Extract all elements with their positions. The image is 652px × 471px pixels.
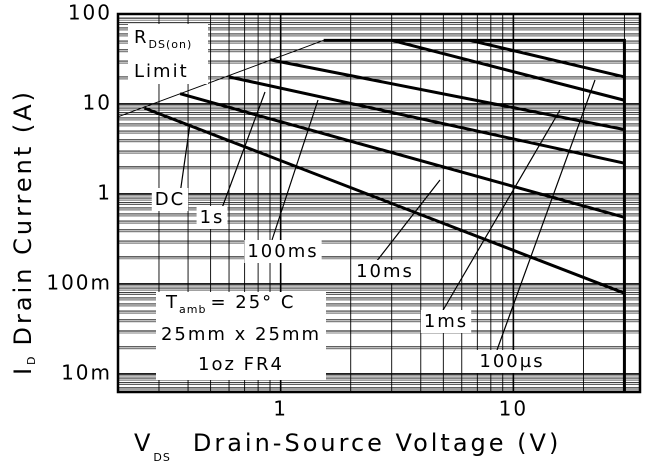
annotation-bg: [244, 240, 322, 263]
annotation: 1ms: [424, 311, 468, 332]
annotation: 100ms: [247, 241, 318, 262]
rds-label: RDS(on): [134, 27, 192, 51]
rds-subscript: DS(on): [149, 38, 193, 51]
marks: [117, 38, 626, 392]
series-line: [179, 92, 625, 219]
x-tick-label: 1: [273, 397, 288, 421]
pointer: [221, 91, 266, 209]
annotation-bg: [420, 310, 472, 333]
board-size: 25mm x 25mm: [161, 324, 321, 345]
x-tick-label: 10: [499, 397, 528, 421]
y-symbol: I: [9, 365, 37, 375]
x-symbol: V: [134, 429, 153, 457]
y-tick-label: 10m: [61, 360, 112, 384]
annotation: DC: [155, 189, 185, 210]
rds-limit: Limit: [134, 61, 189, 82]
x-text: Drain-Source Voltage (V): [193, 429, 561, 457]
annotation-bg: [476, 350, 548, 373]
temp-subscript: amb: [179, 303, 206, 316]
annotation-bg: [196, 206, 228, 229]
annotation-bg: [151, 188, 189, 211]
rds-symbol: R: [134, 27, 149, 48]
x-subscript: DS: [153, 451, 170, 464]
y-tick-label: 1: [97, 180, 112, 204]
series-line: [469, 38, 625, 79]
y-tick-label: 10: [83, 90, 112, 114]
temp-symbol: T: [165, 292, 179, 313]
annotation: 100µs: [479, 351, 544, 372]
plot-frame: [116, 12, 642, 394]
x-axis-title: VDS Drain-Source Voltage (V): [134, 429, 561, 464]
pointer: [496, 79, 596, 351]
series-line: [228, 75, 625, 165]
series-line: [269, 58, 625, 132]
annotations: RDS(on) Limit Tamb = 25° C 25mm x 25mm 1o…: [128, 24, 596, 380]
temp-value: = 25° C: [210, 292, 295, 313]
temp-label: Tamb = 25° C: [165, 292, 295, 316]
conditions-box: [156, 292, 326, 380]
annotation: 10ms: [356, 261, 414, 282]
pointer: [375, 179, 441, 263]
y-subscript: D: [25, 355, 38, 364]
annotation-bg: [353, 260, 417, 283]
pointer: [179, 123, 191, 195]
series-line: [391, 38, 625, 102]
rds-box: [128, 24, 208, 84]
annotation: 1s: [200, 207, 225, 228]
y-text: Drain Current (A): [9, 89, 37, 345]
board-type: 1oz FR4: [198, 354, 284, 375]
series-line: [143, 106, 625, 295]
y-axis-title: ID Drain Current (A): [9, 89, 38, 375]
pointer: [271, 99, 319, 241]
series-line: [323, 38, 626, 392]
y-tick-label: 100m: [46, 270, 112, 294]
series-line: [117, 39, 324, 118]
y-tick-label: 100: [68, 1, 112, 25]
pointer: [441, 109, 561, 313]
